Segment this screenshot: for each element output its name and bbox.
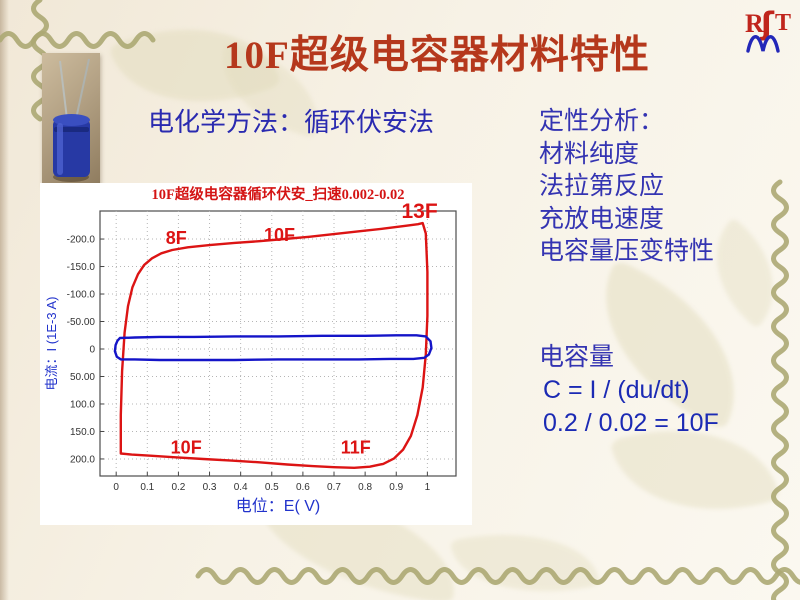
- capacitor-top: [53, 114, 90, 126]
- y-tick-label: -50.00: [67, 317, 96, 328]
- x-tick-label: 1: [425, 482, 431, 493]
- analysis-line: 定性分析：: [539, 108, 665, 135]
- left-edge-shadow: [0, 0, 9, 600]
- y-tick-label: 0: [89, 344, 95, 355]
- company-logo: R ʃ T: [744, 6, 798, 60]
- logo-letter-s: ʃ: [759, 6, 775, 42]
- logo-letter-t: T: [775, 10, 791, 36]
- capacitor-leg: [59, 60, 68, 120]
- capacitance-block: 电容量 C = I / (du/dt) 0.2 / 0.02 = 10F: [539, 341, 719, 440]
- x-tick-label: 0.7: [327, 482, 341, 493]
- x-axis-label: 电位：E( V): [236, 497, 320, 515]
- page-title: 10F超级电容器材料特性: [224, 34, 650, 77]
- x-tick-label: 0.5: [265, 482, 279, 493]
- capacitor-illustration: [53, 58, 90, 182]
- chart-title: 10F超级电容器循环伏安_扫速0.002-0.02: [152, 185, 405, 203]
- annotation-label: 13F: [401, 200, 437, 223]
- x-tick-label: 0.8: [358, 482, 372, 493]
- analysis-block: 定性分析： 材料纯度 法拉第反应 充放电速度 电容量压变特性: [539, 106, 714, 269]
- vine-path: [771, 179, 789, 600]
- y-tick-label: 200.0: [70, 454, 95, 465]
- series-cv-loop-0.02Vs: [119, 221, 429, 469]
- y-tick-label: -100.0: [67, 290, 96, 301]
- y-tick-label: 50.00: [70, 372, 95, 383]
- x-tick-label: 0.4: [234, 482, 248, 493]
- x-tick-label: 0.1: [140, 482, 154, 493]
- capacitance-heading: 电容量: [539, 344, 615, 371]
- capacitor-photo: [42, 53, 100, 185]
- analysis-line: 材料纯度: [539, 140, 640, 168]
- annotation-label: 10F: [171, 437, 202, 457]
- logo-wave: [746, 35, 780, 53]
- y-tick-label: -150.0: [67, 262, 96, 273]
- annotation-label: 10F: [264, 225, 295, 245]
- chart-panel: 0 0.1 0.2 0.3 0.4 0.5 0.6 0.7 0.8 0.9 1 -200.0 -150.…: [40, 183, 472, 525]
- capacitance-result: 0.2 / 0.02 = 10F: [543, 409, 719, 437]
- cv-chart: 0 0.1 0.2 0.3 0.4 0.5 0.6 0.7 0.8 0.9 1 -200.0 -150.…: [44, 185, 457, 515]
- capacitor-highlight: [57, 123, 63, 175]
- y-tick-label: 100.0: [70, 399, 95, 410]
- plot-area: [99, 210, 457, 477]
- y-tick-label: 150.0: [70, 427, 95, 438]
- leaf-watermark: [449, 516, 601, 600]
- capacitance-formula: C = I / (du/dt): [543, 376, 690, 404]
- capacitor-leg: [75, 58, 90, 120]
- analysis-line: 充放电速度: [539, 205, 665, 233]
- x-tick-label: 0.9: [389, 482, 403, 493]
- y-axis-label: 电流：I (1E-3 A): [44, 297, 59, 391]
- analysis-line: 电容量压变特性: [539, 238, 715, 265]
- x-tick-label: 0: [113, 482, 119, 493]
- method-subtitle: 电化学方法：循环伏安法: [148, 108, 435, 137]
- analysis-line: 法拉第反应: [539, 173, 665, 200]
- annotation-label: 8F: [166, 228, 187, 248]
- y-tick-label: -200.0: [67, 235, 96, 246]
- annotation-label: 11F: [341, 437, 371, 457]
- x-tick-label: 0.6: [296, 482, 310, 493]
- logo-letter-r: R: [745, 9, 764, 38]
- series-cv-loop-0.002Vs: [113, 334, 433, 362]
- x-tick-label: 0.3: [203, 482, 217, 493]
- x-tick-label: 0.2: [171, 482, 185, 493]
